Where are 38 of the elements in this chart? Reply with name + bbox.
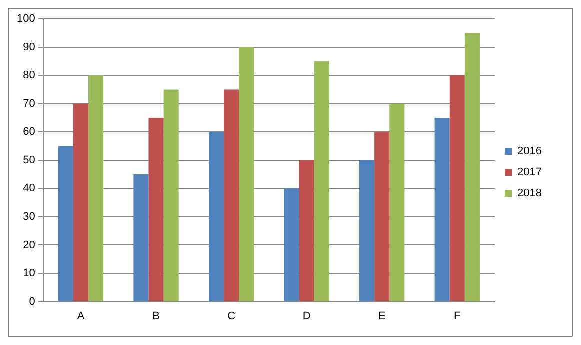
y-tick-label: 100 [16,13,36,26]
bar [58,146,74,302]
bar [299,160,314,302]
y-tick-label: 80 [23,70,36,82]
legend-label: 2016 [518,146,542,158]
bar [390,104,405,302]
x-tick-label: E [378,310,386,322]
x-tick-label: B [152,310,160,322]
bar [224,90,240,302]
bar [450,76,465,302]
x-tick-label: C [228,310,236,322]
y-tick-label: 70 [23,98,36,110]
bar [208,132,224,302]
y-tick-label: 30 [23,210,36,223]
y-tick-label: 20 [23,239,36,252]
bar [239,47,254,302]
bar [88,76,104,302]
bar [164,90,179,302]
bar [464,33,480,302]
y-tick-label: 10 [23,268,36,280]
y-tick-label: 50 [23,154,36,166]
legend-label: 2018 [518,188,542,200]
bar [314,61,330,302]
bar [73,104,89,302]
y-tick-label: 90 [23,41,36,54]
x-tick-label: F [454,310,462,322]
y-tick-label: 0 [29,296,36,308]
bar [374,132,390,302]
legend-label: 2017 [518,166,542,179]
bar [360,160,375,302]
bar [434,118,450,302]
x-tick-label: D [302,310,311,322]
x-tick-label: A [77,310,86,322]
bar [134,174,149,302]
bar [148,118,164,302]
y-tick-label: 40 [23,182,36,195]
y-tick-label: 60 [23,126,36,138]
bar [284,188,300,302]
